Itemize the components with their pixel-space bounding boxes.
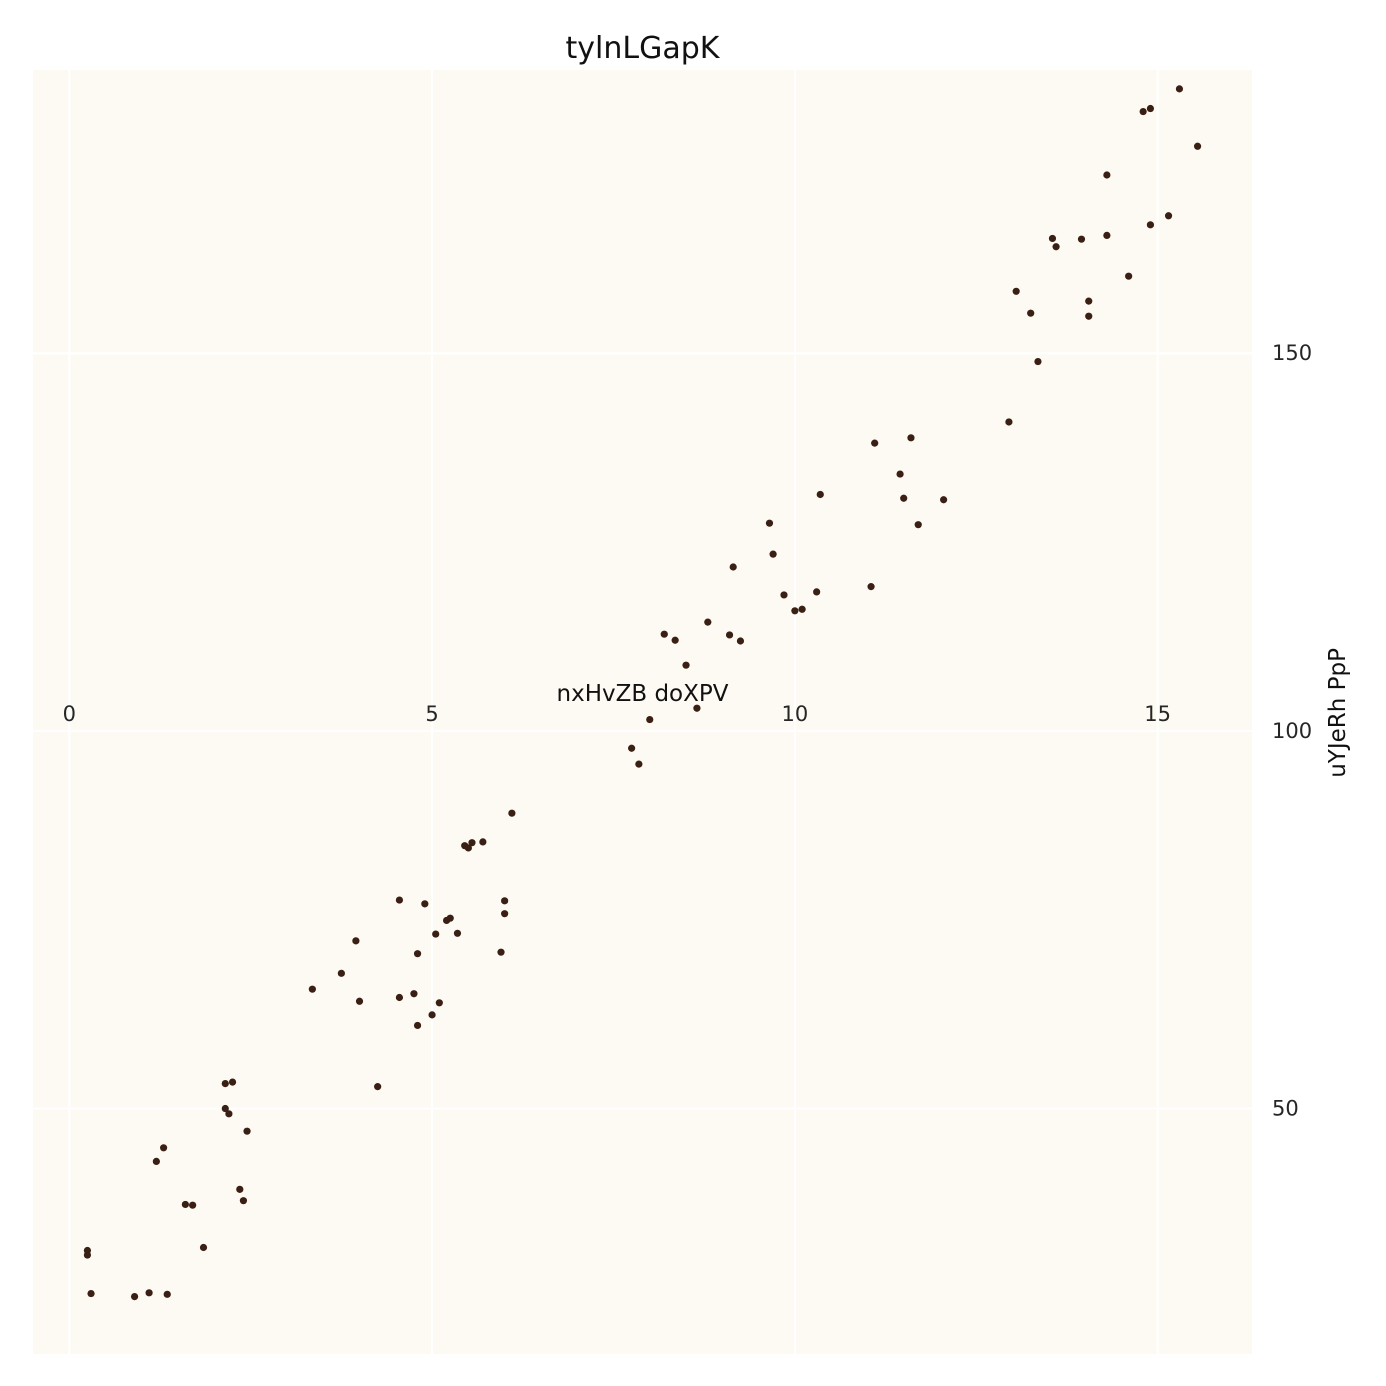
data-point-64: [900, 494, 908, 502]
data-point-50: [704, 618, 712, 626]
x-tick-labels: 0 5 10 15: [63, 702, 1171, 726]
data-point-1: [83, 1246, 92, 1255]
data-point-83: [1164, 212, 1173, 220]
data-point-44: [635, 760, 643, 768]
data-point-62: [871, 439, 879, 447]
data-point-47: [671, 636, 679, 644]
data-point-79: [1125, 272, 1133, 280]
data-point-29: [428, 1011, 436, 1019]
data-point-73: [1052, 243, 1060, 251]
data-point-63: [896, 470, 904, 478]
data-point-3: [130, 1292, 139, 1301]
data-point-17: [243, 1127, 251, 1135]
data-point-18: [308, 985, 316, 993]
data-point-84: [1175, 85, 1184, 93]
y-axis-label: uYJeRh PpP: [1325, 648, 1351, 778]
data-point-26: [413, 950, 422, 958]
x-tick-label-3: 15: [1144, 702, 1171, 726]
x-axis-label: nxHvZB doXPV: [557, 681, 729, 707]
data-point-43: [628, 744, 636, 752]
data-point-52: [729, 563, 737, 571]
data-point-49: [693, 704, 701, 712]
data-point-38: [479, 838, 487, 846]
data-point-41: [501, 910, 509, 918]
data-point-14: [225, 1110, 233, 1118]
chart-title: tylnLGapK: [566, 31, 721, 66]
data-point-65: [907, 434, 915, 442]
data-point-37: [468, 839, 476, 847]
data-point-75: [1085, 312, 1093, 320]
data-point-42: [508, 809, 516, 817]
data-point-46: [660, 630, 668, 638]
data-point-45: [646, 715, 654, 724]
data-point-9: [189, 1201, 197, 1209]
data-point-61: [867, 583, 875, 591]
data-point-55: [769, 550, 777, 558]
data-point-81: [1146, 104, 1155, 113]
data-point-80: [1139, 107, 1147, 116]
data-point-67: [940, 496, 948, 504]
data-point-53: [736, 637, 745, 645]
x-tick-label-1: 5: [425, 702, 438, 726]
data-point-7: [160, 1144, 168, 1152]
data-point-60: [816, 490, 824, 499]
grid-lines: [33, 70, 1252, 1354]
x-tick-label-0: 0: [63, 702, 76, 726]
data-point-19: [337, 969, 345, 977]
data-point-40: [501, 897, 509, 905]
data-point-56: [780, 591, 788, 599]
data-point-25: [410, 990, 418, 998]
data-point-12: [228, 1078, 237, 1086]
data-point-13: [221, 1104, 229, 1113]
data-point-71: [1034, 357, 1042, 366]
data-point-21: [355, 997, 364, 1005]
y-tick-label-1: 100: [1272, 719, 1312, 743]
data-point-30: [432, 930, 440, 938]
data-point-54: [765, 519, 774, 527]
data-point-77: [1103, 171, 1111, 179]
data-point-59: [813, 588, 821, 596]
data-point-16: [239, 1197, 248, 1205]
data-point-6: [152, 1157, 160, 1165]
data-point-23: [395, 993, 404, 1002]
data-point-85: [1193, 142, 1202, 150]
y-tick-label-2: 150: [1272, 341, 1312, 365]
data-point-48: [682, 661, 690, 669]
data-point-34: [453, 929, 462, 937]
data-point-70: [1027, 309, 1035, 317]
data-point-39: [497, 948, 505, 956]
data-point-27: [413, 1021, 422, 1030]
data-point-74: [1077, 235, 1086, 243]
data-point-57: [791, 607, 799, 615]
x-tick-label-2: 10: [782, 702, 809, 726]
data-points: [83, 85, 1202, 1301]
data-point-36: [464, 844, 472, 852]
y-tick-label-0: 50: [1272, 1097, 1299, 1121]
data-point-72: [1048, 234, 1057, 243]
data-point-2: [87, 1289, 95, 1298]
data-point-20: [352, 937, 360, 945]
data-point-66: [914, 521, 922, 529]
data-point-5: [163, 1290, 171, 1298]
data-point-28: [421, 900, 429, 908]
data-point-22: [374, 1083, 382, 1091]
data-point-68: [1005, 418, 1013, 426]
data-point-4: [145, 1289, 153, 1297]
data-point-78: [1103, 231, 1111, 240]
data-point-15: [236, 1185, 244, 1193]
data-point-33: [446, 914, 454, 922]
data-point-76: [1085, 297, 1093, 305]
data-point-31: [435, 999, 443, 1007]
data-point-24: [395, 896, 404, 904]
data-point-51: [725, 631, 734, 639]
data-point-11: [221, 1080, 229, 1088]
data-point-58: [798, 605, 806, 613]
data-point-82: [1146, 221, 1155, 229]
y-tick-labels: 50 100 150: [1272, 341, 1312, 1120]
data-point-69: [1012, 287, 1020, 295]
data-point-8: [181, 1200, 189, 1209]
data-point-10: [199, 1243, 208, 1252]
plot-background: [33, 70, 1252, 1354]
